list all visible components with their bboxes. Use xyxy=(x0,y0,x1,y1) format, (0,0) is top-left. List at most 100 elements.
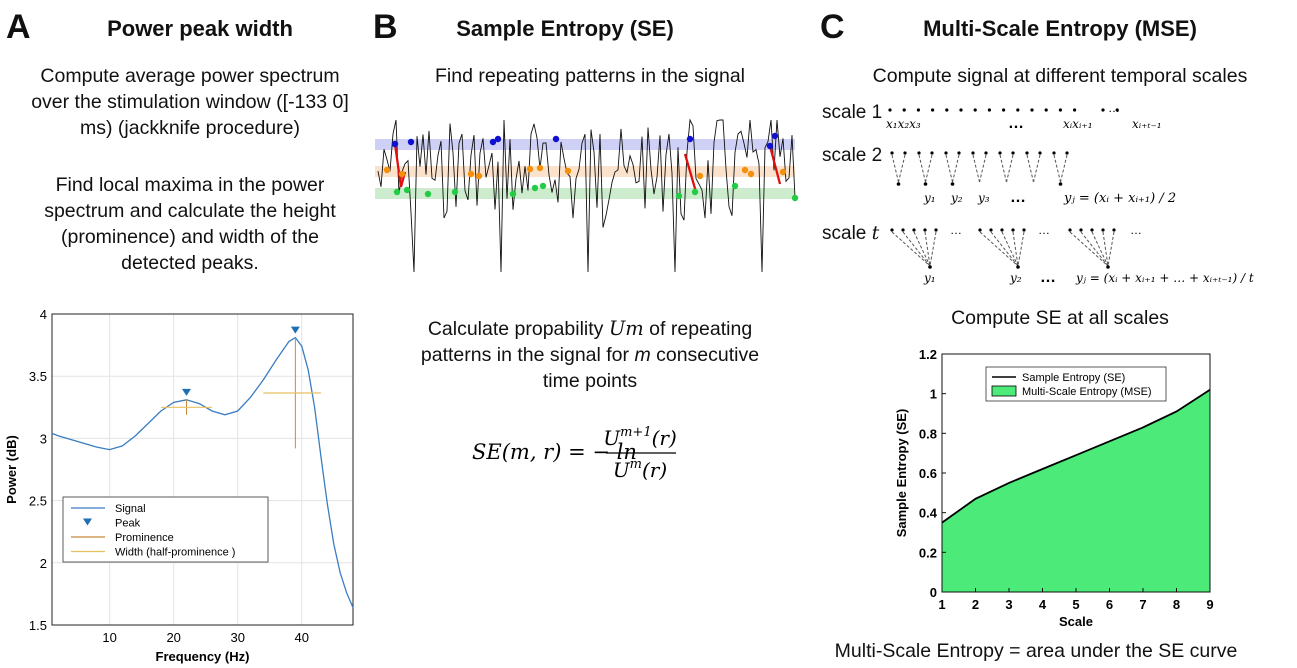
panel-c-title: Multi-Scale Entropy (MSE) xyxy=(923,16,1197,41)
scale-1-label: scale 1 xyxy=(822,102,883,123)
scale-t-dot xyxy=(912,228,916,232)
aggregation-line xyxy=(891,154,899,183)
pattern-point xyxy=(424,190,432,198)
scale-2-ellipsis: … xyxy=(1010,189,1026,206)
pattern-point xyxy=(552,135,560,143)
aggregation-line xyxy=(891,231,931,267)
aggregation-line xyxy=(1001,231,1019,267)
match-segment xyxy=(683,153,698,193)
y-tick-label: 0.6 xyxy=(919,466,937,481)
text-segment: of repeating xyxy=(643,318,753,340)
scale-2-dot xyxy=(1025,151,1029,155)
scale-t-dot xyxy=(1000,228,1004,232)
scale-t-dot xyxy=(1079,228,1083,232)
aggregation-line xyxy=(990,231,1019,267)
y-tick-label: 0 xyxy=(930,585,937,600)
scale-2-label: scale 2 xyxy=(822,145,883,166)
scale-t-dot xyxy=(1090,228,1094,232)
panel-a-text-2-line: (prominence) and width of the xyxy=(61,226,319,248)
scale-1-dot xyxy=(987,108,991,112)
pattern-point xyxy=(731,182,739,190)
aggregation-line xyxy=(1006,154,1014,183)
se-curve xyxy=(941,388,1211,524)
pattern-point xyxy=(771,132,779,140)
formula-numerator: Um+1(r) xyxy=(603,425,677,450)
aggregation-line xyxy=(952,154,960,183)
pattern-point xyxy=(779,168,787,176)
scale-1-dot xyxy=(1030,108,1034,112)
scale-2-dot xyxy=(984,151,988,155)
formula-numerator-sup: m+1 xyxy=(620,425,652,440)
scale-1-dots-ellipsis: … xyxy=(1108,101,1120,115)
legend-entry: Peak xyxy=(115,518,141,530)
scale-2-y-dot xyxy=(1058,182,1063,186)
y-tick-label: 1.5 xyxy=(29,618,47,633)
panel-a-text-1: Compute average power spectrum over the … xyxy=(10,63,370,141)
scale-1-dot xyxy=(1073,108,1077,112)
pattern-point xyxy=(696,172,704,180)
green-band xyxy=(375,188,795,199)
peak-marker xyxy=(181,388,191,396)
x-tick-label: 5 xyxy=(1072,597,1079,612)
scale-2-dot xyxy=(957,151,961,155)
multiscale-entropy-chart: 1 2 3 4 5 6 7 8 9 0 0.2 0.4 0.6 0.8 1 1.2 Scale Sample En… xyxy=(894,347,1214,629)
aggregation-line xyxy=(1102,231,1109,267)
um-symbol: Um xyxy=(608,317,644,340)
sample-entropy-signal-illustration xyxy=(375,118,799,273)
x-axis-label: Scale xyxy=(1059,614,1093,629)
panel-a-text-2-line: detected peaks. xyxy=(121,252,259,274)
legend-entry: Signal xyxy=(115,503,146,515)
formula-denominator-arg: (r) xyxy=(642,458,667,482)
scale-2-dot xyxy=(903,151,907,155)
scale-1-dot xyxy=(1002,108,1006,112)
match-segment xyxy=(393,143,407,188)
m-symbol: m xyxy=(634,344,651,366)
aggregation-line xyxy=(913,231,931,267)
x-tick-label: 2 xyxy=(972,597,979,612)
formula-denominator-base: U xyxy=(613,458,631,482)
formula-denominator-sup: m xyxy=(630,457,642,472)
panel-a-text-1-line: ms) (jackknife procedure) xyxy=(80,117,300,139)
y-tick-label: 3.5 xyxy=(29,369,47,384)
y-tick-label: 1 xyxy=(930,387,937,402)
scale-2-sub-2: y₂ xyxy=(950,191,963,205)
panel-a-text-1-line: Compute average power spectrum xyxy=(40,65,340,87)
aggregation-line xyxy=(979,154,987,183)
legend-entry: Sample Entropy (SE) xyxy=(1022,372,1125,384)
scale-1-dot xyxy=(945,108,949,112)
scale-2-sub-3: y₃ xyxy=(977,191,990,205)
aggregation-line xyxy=(1026,154,1034,183)
panel-c-text-3: Multi-Scale Entropy = area under the SE … xyxy=(834,640,1238,662)
scale-t-dot xyxy=(1101,228,1105,232)
panel-b-title: Sample Entropy (SE) xyxy=(456,16,674,41)
power-spectrum-chart: 10 20 30 40 1.5 2 2.5 3 3.5 4 Frequency (Hz) Power … xyxy=(4,307,354,664)
scale-2-dot xyxy=(917,151,921,155)
pattern-point xyxy=(467,170,475,178)
scale-t-ellipsis: … xyxy=(1040,269,1056,286)
scale-t-dot xyxy=(1068,228,1072,232)
y-tick-label: 0.8 xyxy=(919,426,937,441)
legend-peak-swatch xyxy=(83,518,92,526)
scale-t-dot xyxy=(1112,228,1116,232)
pattern-point xyxy=(531,184,539,192)
panel-b-text-2: Calculate propability Um of repeating pa… xyxy=(380,316,800,394)
scale-2-y-dot xyxy=(896,182,901,186)
scale-2-dot xyxy=(971,151,975,155)
scale-1-dot xyxy=(888,108,892,112)
scale-2-y-dot xyxy=(923,182,928,186)
scale-1-dot xyxy=(1101,108,1105,112)
t-symbol: t xyxy=(871,222,880,244)
y-axis-label: Sample Entropy (SE) xyxy=(894,409,909,538)
legend-entry: Prominence xyxy=(115,532,174,544)
scale-1-sub-mid: xᵢxᵢ₊₁ xyxy=(1063,117,1093,131)
pattern-point xyxy=(489,138,497,146)
aggregation-line xyxy=(999,154,1007,183)
scale-t-dot xyxy=(923,228,927,232)
text-segment: patterns in the signal for xyxy=(420,344,635,366)
scale-t-dot xyxy=(901,228,905,232)
pattern-point xyxy=(747,170,755,178)
x-tick-label: 1 xyxy=(938,597,945,612)
orange-band xyxy=(375,166,795,177)
scale-t-dot xyxy=(890,228,894,232)
pattern-point xyxy=(391,140,399,148)
